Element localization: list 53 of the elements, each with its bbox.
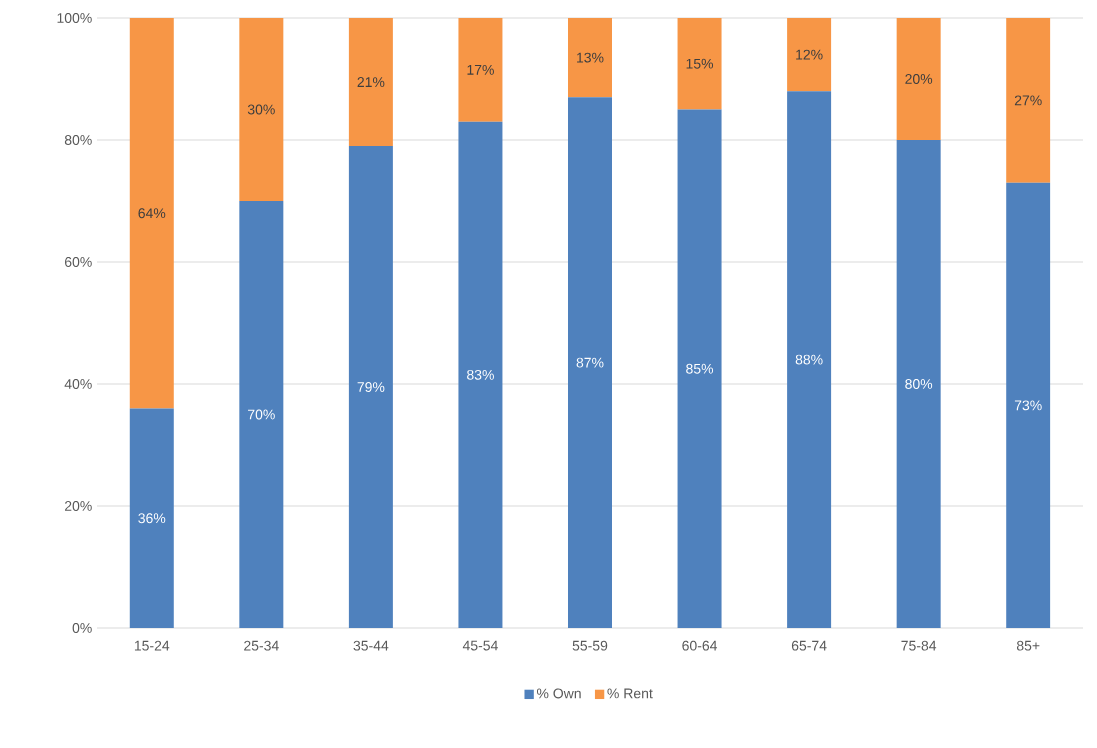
- bar: [348, 146, 393, 628]
- data-label: 30%: [247, 104, 275, 115]
- data-label: 64%: [138, 208, 166, 219]
- bar: [129, 408, 174, 628]
- x-tick-label: 25-34: [244, 640, 279, 651]
- y-tick-label: 20%: [64, 501, 92, 511]
- y-tick-label: 0%: [72, 623, 92, 633]
- bar: [896, 139, 941, 628]
- x-tick-label: 15-24: [134, 640, 170, 651]
- data-label: 20%: [905, 74, 933, 84]
- y-tick-label: 80%: [64, 135, 92, 145]
- data-label: 88%: [795, 354, 823, 365]
- bar: [568, 97, 612, 628]
- bar: [677, 17, 722, 110]
- bar: [458, 121, 503, 628]
- data-label: 70%: [248, 409, 275, 420]
- x-tick-label: 85+: [1016, 640, 1040, 651]
- bar: [1006, 182, 1051, 628]
- x-tick-label: 65-74: [791, 640, 827, 651]
- x-tick-label: 45-54: [462, 640, 498, 651]
- bar: [568, 17, 612, 98]
- bar: [129, 17, 174, 409]
- data-label: 80%: [905, 379, 933, 389]
- data-label: 85%: [686, 363, 714, 374]
- bar: [896, 17, 941, 140]
- bar: [787, 17, 832, 92]
- bar: [239, 200, 284, 628]
- x-tick-label: 75-84: [901, 640, 937, 651]
- data-label: 36%: [138, 513, 166, 524]
- data-label: 17%: [467, 64, 494, 75]
- data-label: 27%: [1014, 95, 1042, 106]
- legend-label: % Own: [536, 688, 581, 699]
- bar: [458, 17, 503, 122]
- data-label: 21%: [357, 77, 385, 87]
- x-tick-label: 55-59: [572, 640, 608, 651]
- data-label: 87%: [576, 357, 604, 368]
- data-label: 83%: [467, 369, 494, 380]
- bar: [1006, 17, 1051, 183]
- x-tick-label: 35-44: [353, 640, 389, 651]
- data-label: 15%: [686, 58, 714, 69]
- bar: [239, 17, 284, 201]
- data-label: 79%: [357, 382, 385, 392]
- bar: [348, 17, 393, 147]
- bar: [787, 91, 832, 628]
- data-label: 12%: [796, 49, 823, 60]
- data-label: 13%: [577, 52, 604, 63]
- legend-label: % Rent: [607, 688, 653, 699]
- y-tick-label: 100%: [57, 13, 92, 23]
- data-label: 73%: [1014, 400, 1042, 411]
- bar: [677, 109, 722, 628]
- x-tick-label: 60-64: [682, 640, 718, 651]
- y-tick-label: 40%: [64, 379, 92, 389]
- y-tick-label: 60%: [64, 257, 92, 267]
